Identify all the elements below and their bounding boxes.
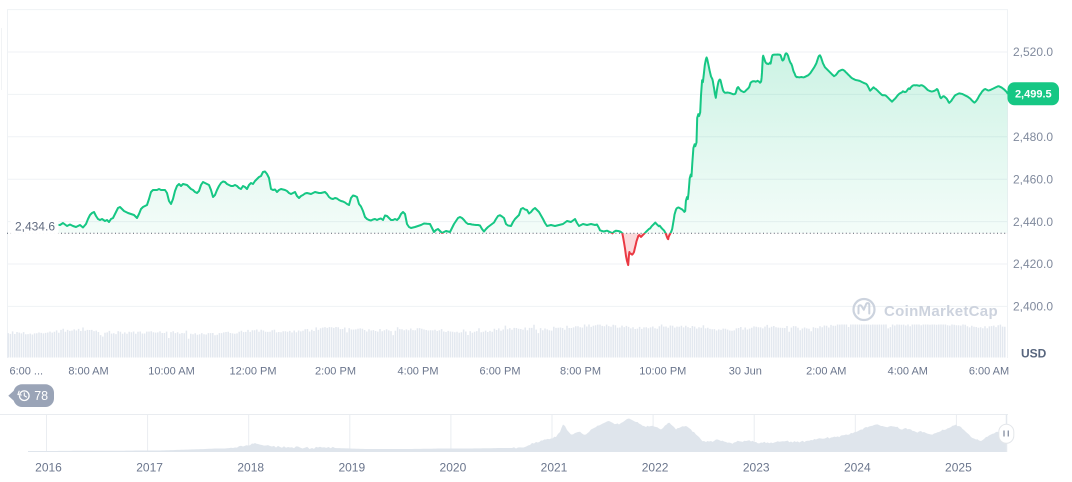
svg-text:10:00 AM: 10:00 AM	[148, 366, 194, 378]
svg-text:2,434.6: 2,434.6	[15, 220, 55, 234]
svg-text:2022: 2022	[642, 461, 669, 475]
svg-text:30 Jun: 30 Jun	[729, 366, 762, 378]
svg-text:8:00 PM: 8:00 PM	[560, 366, 601, 378]
svg-text:2,460.0: 2,460.0	[1013, 172, 1053, 186]
svg-text:2025: 2025	[945, 461, 972, 475]
svg-text:6:00 AM: 6:00 AM	[969, 366, 1009, 378]
svg-text:4:00 PM: 4:00 PM	[398, 366, 439, 378]
svg-text:USD: USD	[1021, 347, 1047, 361]
svg-text:2018: 2018	[237, 461, 264, 475]
svg-text:2,440.0: 2,440.0	[1013, 215, 1053, 229]
svg-text:2020: 2020	[440, 461, 467, 475]
svg-text:2024: 2024	[844, 461, 871, 475]
svg-text:12:00 PM: 12:00 PM	[229, 366, 276, 378]
svg-text:2:00 AM: 2:00 AM	[806, 366, 846, 378]
svg-text:6:00 PM: 6:00 PM	[480, 366, 521, 378]
svg-text:2,520.0: 2,520.0	[1013, 45, 1053, 59]
svg-text:10:00 PM: 10:00 PM	[639, 366, 686, 378]
svg-text:4:00 AM: 4:00 AM	[888, 366, 928, 378]
svg-text:2,499.5: 2,499.5	[1015, 88, 1052, 100]
svg-text:2023: 2023	[743, 461, 770, 475]
svg-text:2019: 2019	[338, 461, 365, 475]
svg-text:2,420.0: 2,420.0	[1013, 257, 1053, 271]
svg-text:6:00 ...: 6:00 ...	[9, 366, 43, 378]
svg-text:CoinMarketCap: CoinMarketCap	[884, 303, 998, 320]
svg-text:2,400.0: 2,400.0	[1013, 300, 1053, 314]
svg-text:8:00 AM: 8:00 AM	[68, 366, 108, 378]
svg-text:2017: 2017	[136, 461, 163, 475]
svg-text:78: 78	[34, 389, 48, 403]
svg-text:2,480.0: 2,480.0	[1013, 130, 1053, 144]
svg-text:2016: 2016	[35, 461, 62, 475]
svg-text:2:00 PM: 2:00 PM	[315, 366, 356, 378]
svg-text:2021: 2021	[541, 461, 568, 475]
